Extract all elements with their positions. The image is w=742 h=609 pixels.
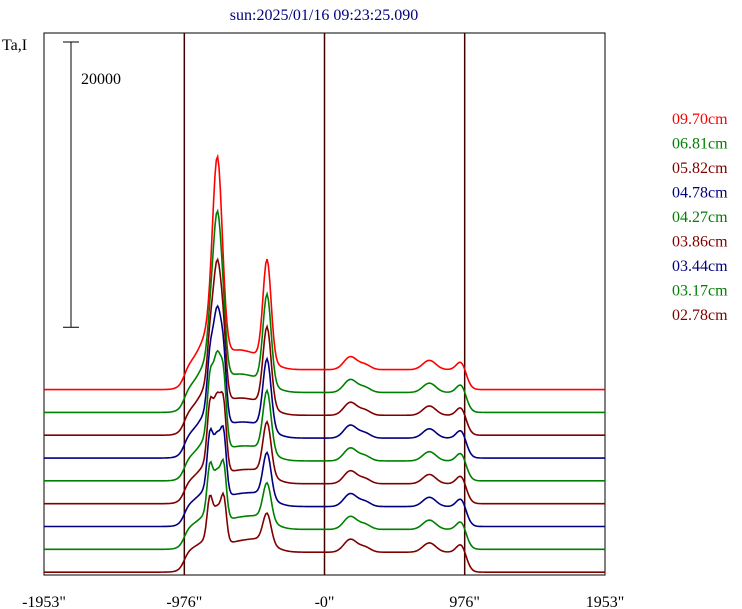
- x-tick-label-4: 1953": [586, 594, 625, 609]
- series-line-03.86cm: [44, 390, 605, 505]
- series-lines: [44, 153, 605, 573]
- legend-entry-03.86cm: 03.86cm: [672, 234, 728, 251]
- series-line-04.78cm: [44, 304, 605, 459]
- chart-title: sun:2025/01/16 09:23:25.090: [230, 7, 418, 24]
- legend-entry-04.78cm: 04.78cm: [672, 185, 728, 202]
- scale-bar-label: 20000: [81, 71, 121, 88]
- legend-entry-03.44cm: 03.44cm: [672, 258, 728, 275]
- series-line-09.70cm: [44, 153, 605, 391]
- legend-entry-02.78cm: 02.78cm: [672, 307, 728, 324]
- x-tick-label-0: -1953": [22, 594, 66, 609]
- x-tick-label-2: -0": [315, 594, 335, 609]
- legend-entry-06.81cm: 06.81cm: [672, 136, 728, 153]
- x-tick-label-1: -976": [166, 594, 202, 609]
- series-line-05.82cm: [44, 257, 605, 437]
- legend-entry-05.82cm: 05.82cm: [672, 160, 728, 177]
- series-line-06.81cm: [44, 208, 605, 414]
- series-line-04.27cm: [44, 349, 605, 482]
- legend: 09.70cm 06.81cm 05.82cm 04.78cm 04.27cm 03.86…: [672, 111, 728, 324]
- scale-bar: 20000: [63, 41, 121, 328]
- x-tick-label-3: 976": [449, 594, 480, 609]
- legend-entry-03.17cm: 03.17cm: [672, 283, 728, 300]
- series-line-03.44cm: [44, 424, 605, 528]
- series-line-03.17cm: [44, 457, 605, 551]
- series-line-02.78cm: [44, 491, 605, 573]
- y-axis-label: Ta,I: [2, 37, 27, 54]
- x-tick-labels: -1953" -976" -0" 976" 1953": [22, 594, 624, 609]
- legend-entry-09.70cm: 09.70cm: [672, 111, 728, 128]
- legend-entry-04.27cm: 04.27cm: [672, 209, 728, 226]
